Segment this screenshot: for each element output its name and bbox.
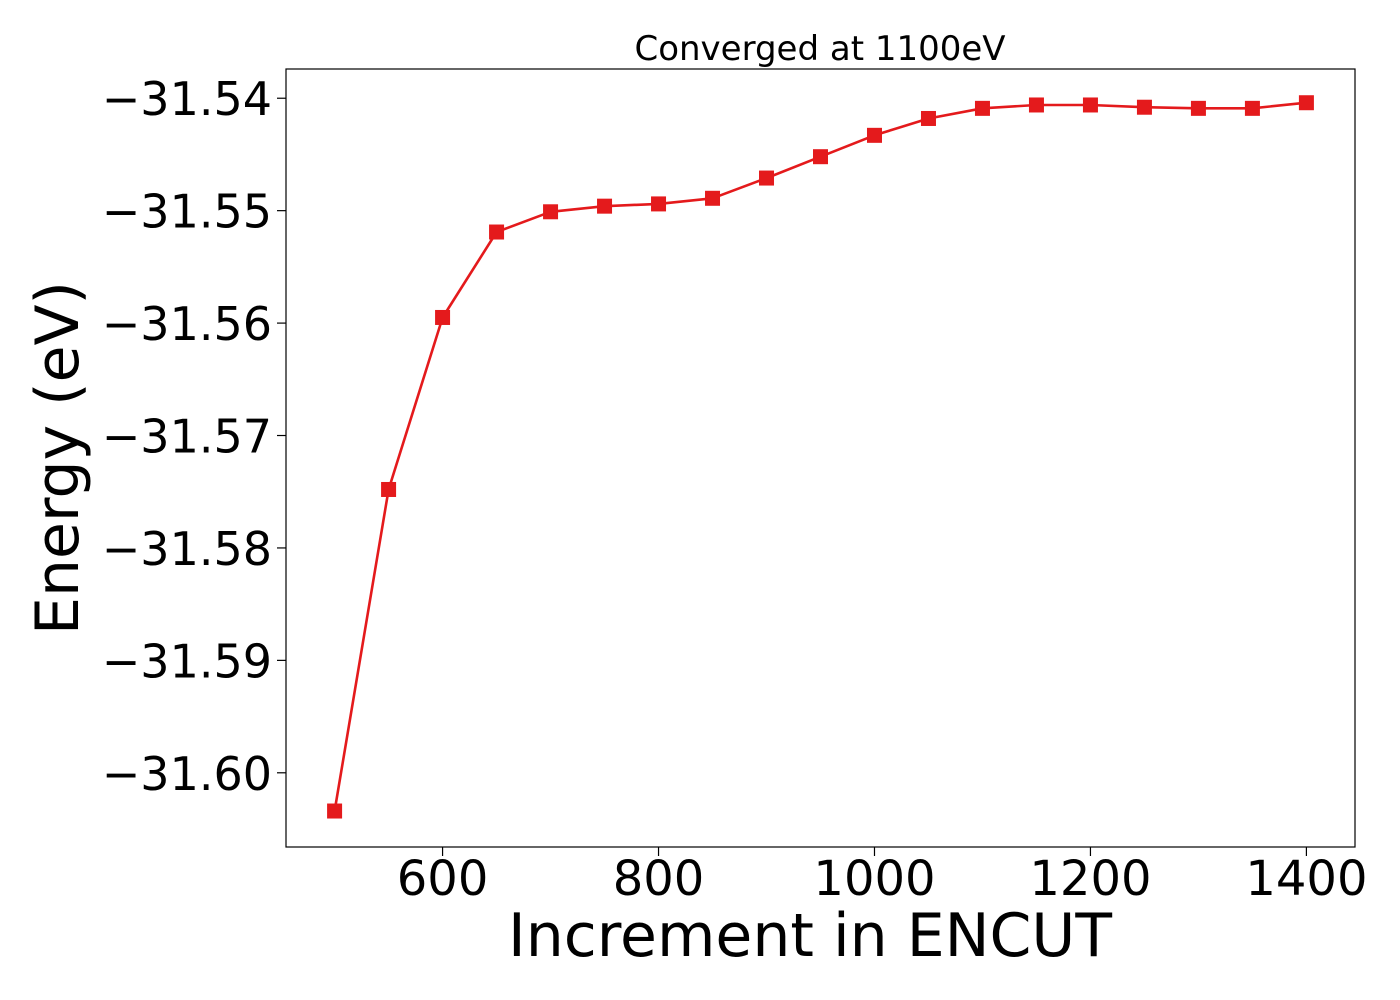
data-point-marker: [381, 481, 397, 497]
x-tick-label: 600: [397, 851, 489, 907]
x-axis-title: Increment in ENCUT: [508, 901, 1112, 971]
y-tick-label: −31.60: [102, 747, 272, 801]
x-tick-label: 1200: [1029, 851, 1151, 907]
data-point-marker: [705, 190, 721, 206]
x-tick-label: 1000: [813, 851, 935, 907]
data-point-marker: [1190, 100, 1206, 116]
data-point-marker: [489, 224, 505, 240]
data-point-marker: [435, 309, 451, 325]
y-tick-label: −31.56: [102, 297, 272, 351]
data-point-marker: [1082, 97, 1098, 113]
chart-title: Converged at 1100eV: [634, 29, 1005, 69]
data-point-marker: [327, 803, 343, 819]
data-point-marker: [651, 196, 667, 212]
x-tick-label: 1400: [1245, 851, 1367, 907]
data-point-marker: [1136, 99, 1152, 115]
axes-frame: [285, 68, 1356, 848]
data-point-marker: [813, 149, 828, 165]
plot-area: 600 800 1000 1200 1400 −31.60 −31.59 −31.58 −31.…: [102, 68, 1367, 907]
data-point-marker: [1244, 100, 1260, 116]
data-point-marker: [1298, 95, 1314, 111]
y-tick-label: −31.59: [102, 634, 272, 688]
y-axis-title: Energy (eV): [23, 281, 93, 635]
data-point-marker: [759, 170, 775, 186]
data-point-marker: [1028, 97, 1044, 113]
y-tick-label: −31.57: [102, 410, 272, 464]
data-point-marker: [920, 110, 936, 126]
data-point-marker: [597, 198, 613, 214]
y-tick-label: −31.58: [102, 522, 272, 576]
data-point-marker: [866, 127, 882, 143]
data-point-marker: [543, 204, 559, 220]
y-tick-label: −31.54: [102, 72, 272, 126]
y-tick-label: −31.55: [102, 185, 272, 239]
data-point-marker: [974, 100, 990, 116]
x-tick-label: 800: [613, 851, 705, 907]
